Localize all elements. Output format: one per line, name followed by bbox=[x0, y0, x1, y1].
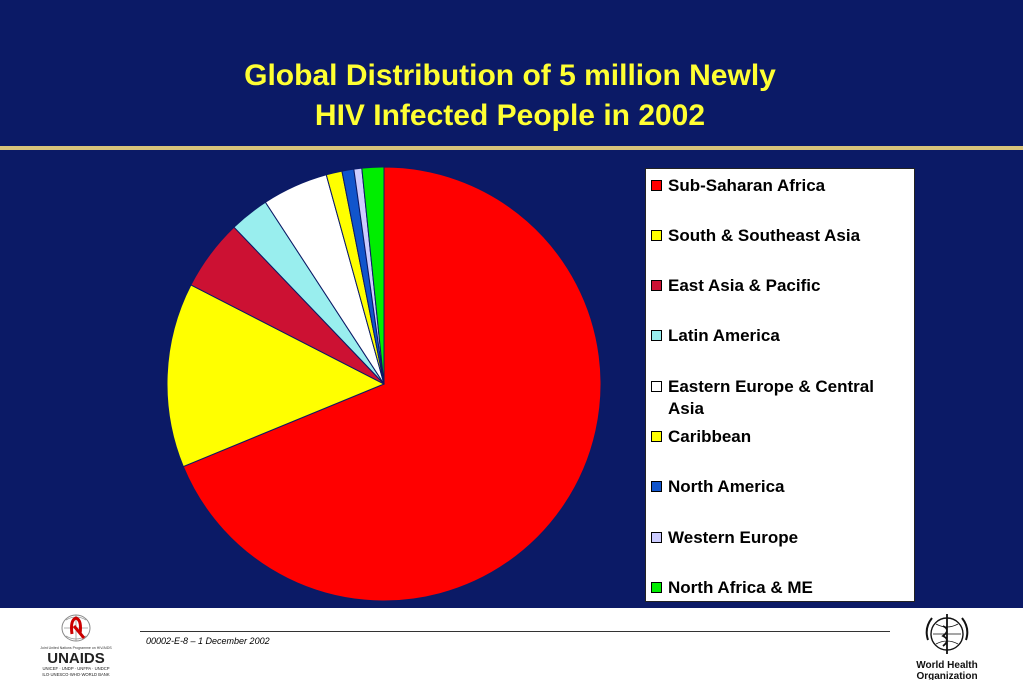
legend-label: Caribbean bbox=[668, 427, 752, 446]
legend-item: North Africa & ME bbox=[651, 577, 911, 599]
legend-swatch bbox=[651, 330, 662, 341]
legend-swatch bbox=[651, 431, 662, 442]
legend-item: Latin America bbox=[651, 325, 911, 347]
legend-item: Eastern Europe & Central Asia bbox=[651, 376, 911, 420]
legend-swatch bbox=[651, 280, 662, 291]
legend-label: Latin America bbox=[668, 326, 780, 345]
legend-label: East Asia & Pacific bbox=[668, 276, 821, 295]
legend-label: South & Southeast Asia bbox=[668, 226, 861, 245]
legend-swatch bbox=[651, 532, 662, 543]
chart-legend: Sub-Saharan Africa South & Southeast Asia… bbox=[645, 168, 915, 602]
pie-slice-south-southeast-asia bbox=[166, 284, 386, 468]
footer-divider bbox=[140, 631, 890, 632]
pie-chart bbox=[166, 166, 602, 602]
legend-label: Western Europe bbox=[668, 528, 799, 547]
unaids-tagline: Joint United Nations Programme on HIV/AI… bbox=[40, 646, 112, 650]
who-line-2: Organization bbox=[916, 671, 977, 680]
unaids-sponsors-1: UNICEF · UNDP · UNFPA · UNDCP bbox=[42, 666, 109, 671]
legend-swatch bbox=[651, 582, 662, 593]
title-line-2: HIV Infected People in 2002 bbox=[314, 99, 706, 132]
footer-code: 00002-E-8 – 1 December 2002 bbox=[146, 636, 270, 646]
unaids-logo: Joint United Nations Programme on HIV/AI… bbox=[40, 614, 112, 677]
who-line-1: World Health bbox=[916, 660, 977, 671]
legend-item: East Asia & Pacific bbox=[651, 275, 911, 297]
legend-swatch bbox=[651, 230, 662, 241]
slide-title: Global Distribution of 5 million Newly H… bbox=[100, 56, 920, 136]
title-divider bbox=[0, 146, 1023, 150]
legend-item: Sub-Saharan Africa bbox=[651, 175, 911, 197]
legend-label: Eastern Europe & Central Asia bbox=[668, 377, 874, 418]
legend-swatch bbox=[651, 180, 662, 191]
legend-label: North America bbox=[668, 477, 785, 496]
legend-item: South & Southeast Asia bbox=[651, 225, 911, 247]
legend-label: North Africa & ME bbox=[668, 578, 813, 597]
legend-swatch bbox=[651, 481, 662, 492]
pie-slice-north-africa-me bbox=[361, 166, 385, 385]
who-logo: World Health Organization bbox=[916, 614, 978, 680]
unaids-wordmark: UNAIDS bbox=[47, 650, 105, 667]
unaids-sponsors-2: ILO·UNESCO·WHO·WORLD BANK bbox=[42, 672, 109, 677]
legend-label: Sub-Saharan Africa bbox=[668, 176, 826, 195]
legend-item: Caribbean bbox=[651, 426, 911, 448]
title-line-1: Global Distribution of 5 million Newly bbox=[244, 59, 776, 92]
legend-swatch bbox=[651, 381, 662, 392]
legend-item: North America bbox=[651, 476, 911, 498]
legend-item: Western Europe bbox=[651, 527, 911, 549]
pie-slice-sub-saharan-africa bbox=[182, 166, 602, 602]
